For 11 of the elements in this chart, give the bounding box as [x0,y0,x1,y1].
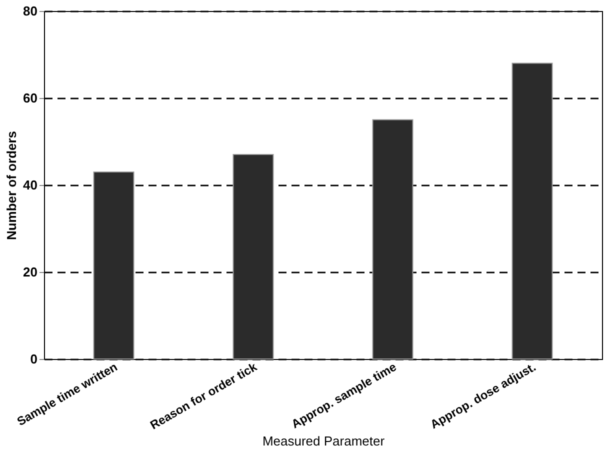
x-axis-title: Measured Parameter [262,433,386,448]
y-tick-label: 60 [23,90,38,106]
y-tick-label: 80 [23,4,38,18]
bar [93,171,134,360]
bar [512,62,553,360]
y-tick-label: 0 [30,352,38,366]
y-axis-title: Number of orders [4,130,20,240]
y-tick-label: 20 [23,264,38,280]
bar [372,119,414,360]
bar [232,154,274,360]
y-tick-label: 40 [23,178,38,192]
